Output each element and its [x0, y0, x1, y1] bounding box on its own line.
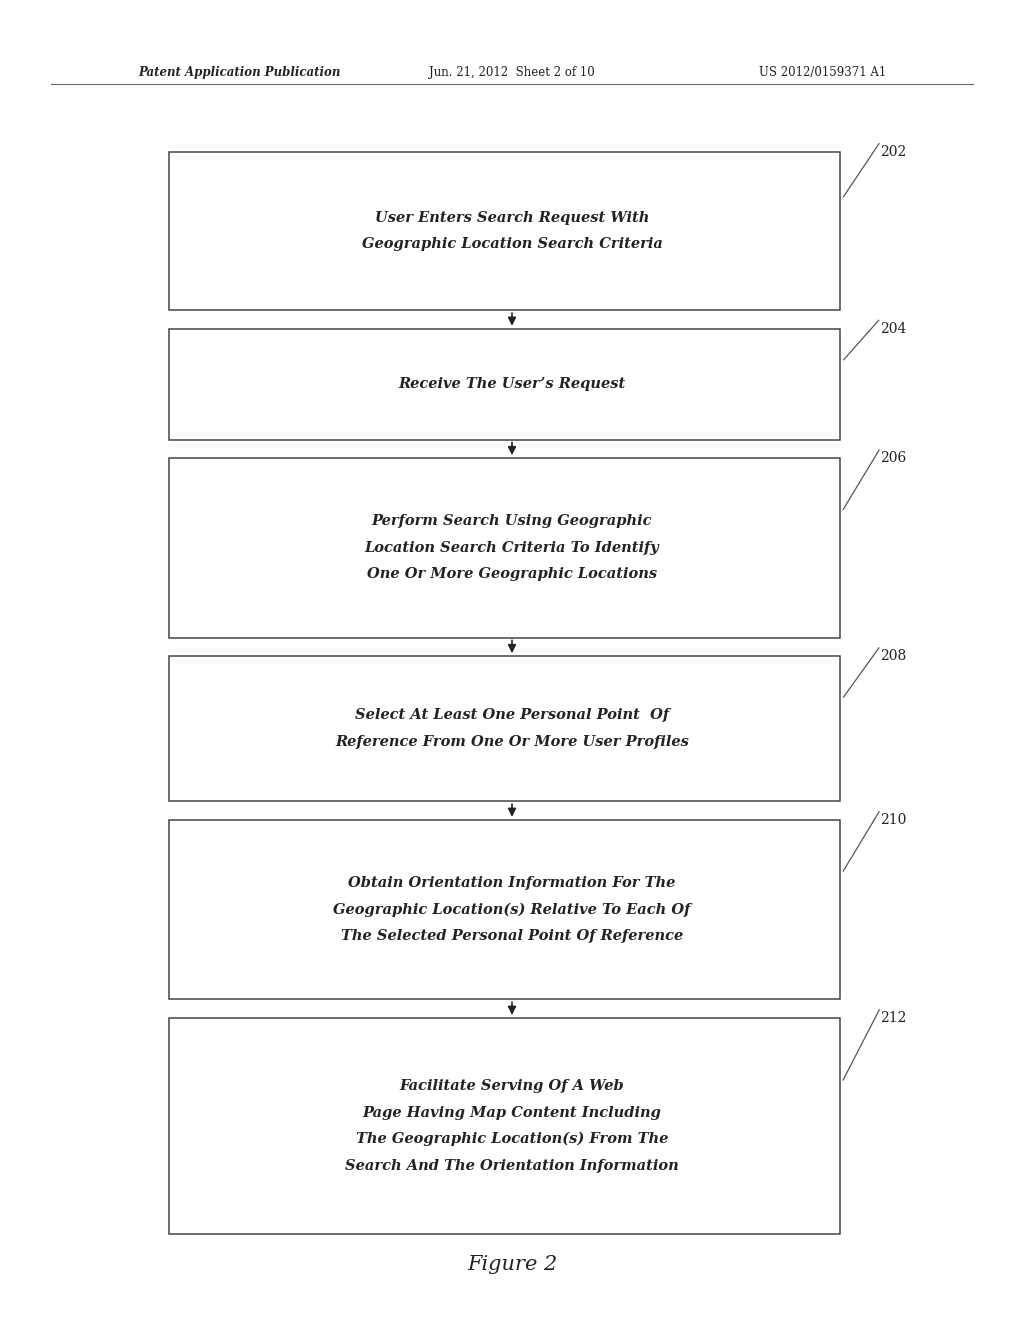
Text: Figure 2: Figure 2: [467, 1255, 557, 1274]
Bar: [169, 820, 840, 999]
Text: Reference From One Or More User Profiles: Reference From One Or More User Profiles: [335, 735, 689, 748]
Bar: [169, 656, 840, 801]
Text: User Enters Search Request With: User Enters Search Request With: [375, 211, 649, 224]
Text: Perform Search Using Geographic: Perform Search Using Geographic: [372, 515, 652, 528]
Bar: [169, 329, 840, 440]
Text: 210: 210: [880, 813, 906, 828]
Text: 212: 212: [880, 1011, 906, 1026]
Text: 204: 204: [880, 322, 906, 337]
Text: Geographic Location Search Criteria: Geographic Location Search Criteria: [361, 238, 663, 251]
Text: Select At Least One Personal Point  Of: Select At Least One Personal Point Of: [355, 709, 669, 722]
Text: 202: 202: [880, 145, 906, 160]
Text: Search And The Orientation Information: Search And The Orientation Information: [345, 1159, 679, 1172]
Text: Location Search Criteria To Identify: Location Search Criteria To Identify: [365, 541, 659, 554]
Text: 206: 206: [880, 451, 906, 466]
Bar: [169, 458, 840, 638]
Text: Jun. 21, 2012  Sheet 2 of 10: Jun. 21, 2012 Sheet 2 of 10: [429, 66, 595, 79]
Text: Facilitate Serving Of A Web: Facilitate Serving Of A Web: [399, 1080, 625, 1093]
Text: Receive The User’s Request: Receive The User’s Request: [398, 378, 626, 391]
Bar: [169, 1018, 840, 1234]
Text: Geographic Location(s) Relative To Each Of: Geographic Location(s) Relative To Each …: [334, 903, 690, 916]
Text: Patent Application Publication: Patent Application Publication: [138, 66, 341, 79]
Text: One Or More Geographic Locations: One Or More Geographic Locations: [367, 568, 657, 581]
Text: 208: 208: [880, 649, 906, 664]
Bar: [169, 152, 840, 310]
Text: The Geographic Location(s) From The: The Geographic Location(s) From The: [355, 1133, 669, 1146]
Text: The Selected Personal Point Of Reference: The Selected Personal Point Of Reference: [341, 929, 683, 942]
Text: US 2012/0159371 A1: US 2012/0159371 A1: [759, 66, 886, 79]
Text: Page Having Map Content Including: Page Having Map Content Including: [362, 1106, 662, 1119]
Text: Obtain Orientation Information For The: Obtain Orientation Information For The: [348, 876, 676, 890]
